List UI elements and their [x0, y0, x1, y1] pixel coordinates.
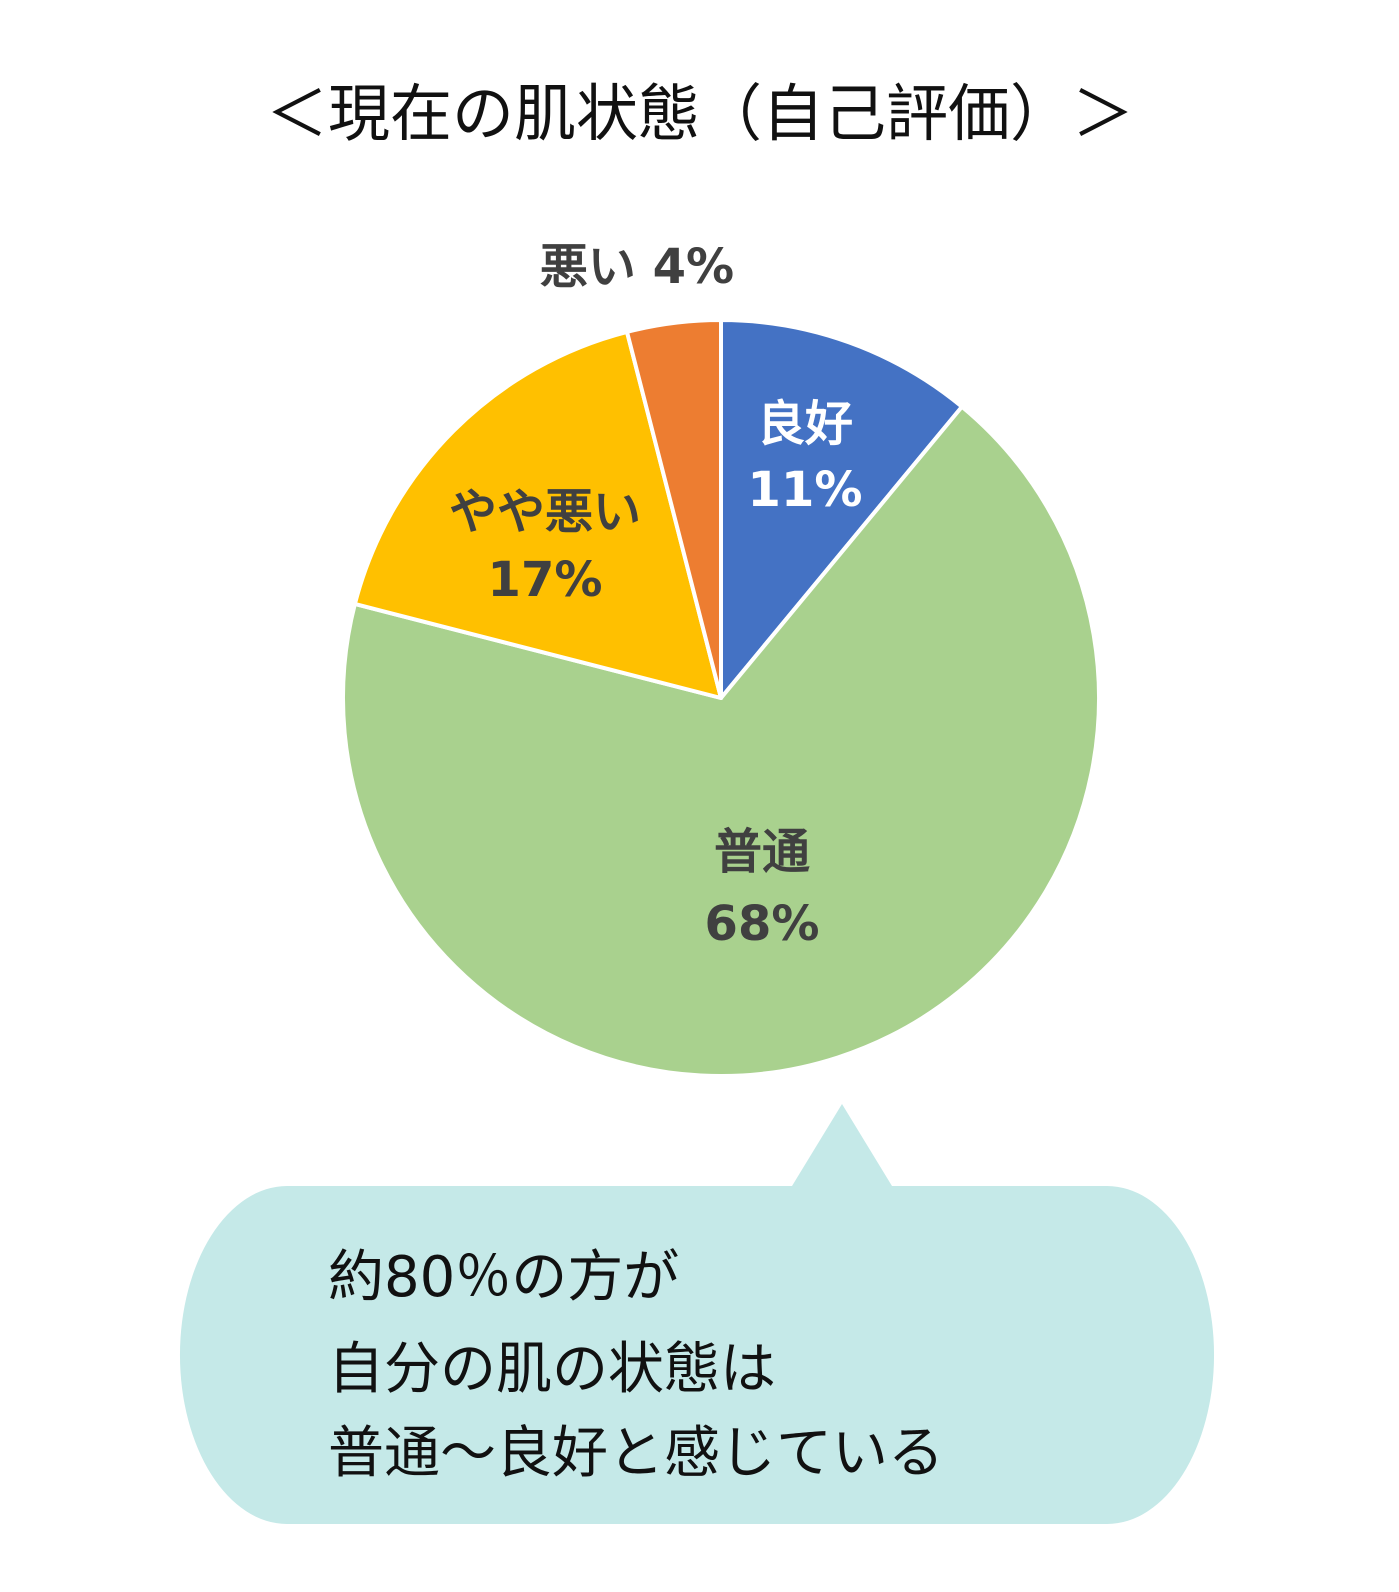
callout-bubble: 約80％の方が 自分の肌の状態は 普通～良好と感じている	[179, 1104, 1215, 1524]
slice-label-4: 悪い 4%	[540, 239, 734, 295]
chart-title: ＜現在の肌状態（自己評価）＞	[266, 77, 1134, 150]
callout-line-1: 約80％の方が	[328, 1245, 679, 1310]
slice-label-3: やや悪い	[449, 484, 641, 540]
callout-line-2: 自分の肌の状態は	[328, 1337, 776, 1402]
slice-value-3: 17%	[488, 552, 603, 608]
pie-slice-2	[341, 404, 1101, 1078]
pie-slice-1	[719, 318, 964, 700]
callout-shape	[179, 1104, 1215, 1524]
slice-value-1: 11%	[748, 462, 863, 518]
pie-slice-4	[624, 318, 723, 700]
slice-label-1: 良好	[757, 396, 853, 452]
pie-slice-3	[352, 329, 723, 700]
slice-value-2: 68%	[705, 896, 820, 952]
callout-line-3: 普通～良好と感じている	[328, 1421, 944, 1486]
slice-label-2: 普通	[714, 824, 810, 880]
